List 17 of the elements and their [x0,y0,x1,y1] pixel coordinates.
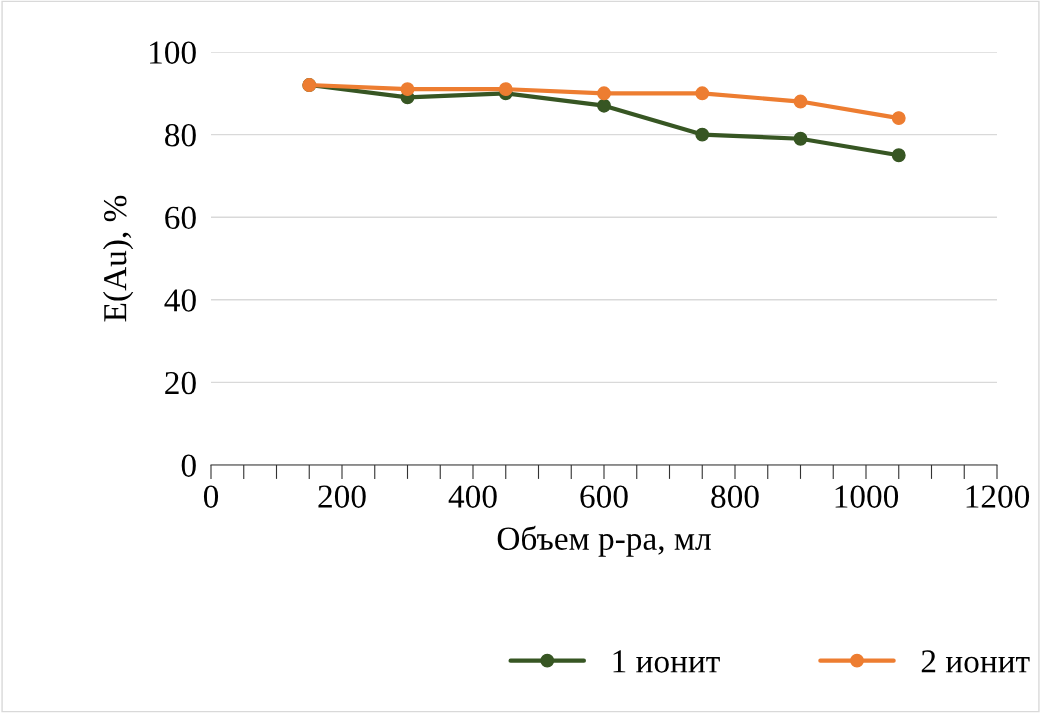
y-tick-label: 60 [165,206,196,230]
y-tick-label: 0 [181,454,196,477]
x-axis-title: Объем р-ра, мл [497,525,711,557]
x-tick-label: 400 [448,485,497,508]
legend-label: 2 ионит [921,650,1030,673]
x-tick-label: 0 [203,485,219,508]
x-tick-label: 800 [711,485,759,508]
x-tick-label: 1000 [835,485,899,508]
legend-label: 1 ионит [613,650,720,673]
y-tick-label: 80 [165,124,196,147]
x-tick-label: 200 [318,485,366,508]
y-axis-title: E(Au), % [102,195,134,322]
y-tick-label: 20 [165,371,196,395]
y-tick-label: 100 [150,41,196,64]
x-tick-label: 600 [580,485,628,508]
x-tick-label: 1200 [966,485,1030,508]
y-tick-label: 40 [164,289,196,312]
